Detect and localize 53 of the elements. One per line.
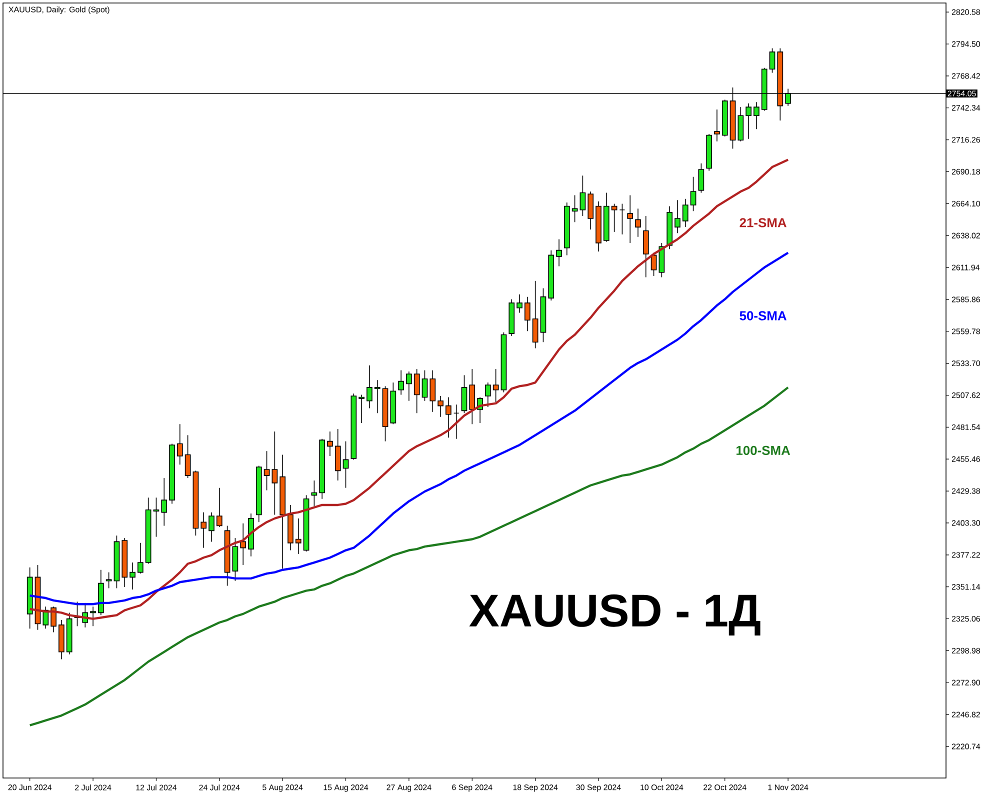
candlestick xyxy=(184,434,191,478)
candlestick xyxy=(200,512,207,548)
candlestick xyxy=(492,368,499,403)
candlestick xyxy=(295,518,302,554)
candlestick xyxy=(580,175,586,216)
candlestick xyxy=(485,382,491,408)
candlestick xyxy=(714,109,720,142)
candlestick xyxy=(240,522,246,566)
candlestick xyxy=(358,394,364,424)
candlestick xyxy=(746,102,752,140)
candlestick xyxy=(106,572,112,589)
candlestick xyxy=(619,203,626,235)
candlestick xyxy=(272,431,278,516)
candlestick xyxy=(556,238,562,267)
candlestick xyxy=(635,208,641,238)
candlestick xyxy=(374,380,380,414)
candlestick xyxy=(516,294,522,314)
candlestick xyxy=(754,102,760,130)
candlestick xyxy=(690,176,696,212)
series-label: 50-SMA xyxy=(740,311,786,320)
candlestick xyxy=(153,497,160,538)
candlestick xyxy=(216,487,222,528)
candlestick xyxy=(161,478,168,526)
candlestick xyxy=(769,48,776,74)
candlestick xyxy=(453,404,460,440)
candlestick xyxy=(366,364,372,409)
candlestick xyxy=(532,280,538,349)
candlestick xyxy=(611,203,618,232)
candlestick xyxy=(698,162,704,194)
candlestick xyxy=(342,440,349,488)
candlestick xyxy=(90,606,96,627)
series-label: 100-SMA xyxy=(736,446,790,456)
candlestick xyxy=(642,216,649,278)
candlestick xyxy=(414,368,420,414)
candlestick xyxy=(398,370,404,396)
candlestick xyxy=(264,450,270,491)
candlestick xyxy=(461,374,468,414)
candlestick xyxy=(682,198,688,228)
candlestick xyxy=(627,194,634,244)
candlestick xyxy=(176,424,183,465)
candlestick xyxy=(524,296,530,332)
candlestick xyxy=(438,396,444,418)
candlestick xyxy=(446,396,452,438)
candlestick xyxy=(208,512,214,542)
candlestick xyxy=(406,371,412,402)
candlestick xyxy=(327,431,333,456)
candlestick xyxy=(674,200,680,234)
candlestick xyxy=(430,370,436,412)
candlestick xyxy=(138,542,144,574)
annotation: XAUUSD - 1Д xyxy=(469,594,760,636)
series-label: 21-SMA xyxy=(740,218,786,228)
candlestick xyxy=(130,562,136,590)
candlestick xyxy=(422,370,428,402)
